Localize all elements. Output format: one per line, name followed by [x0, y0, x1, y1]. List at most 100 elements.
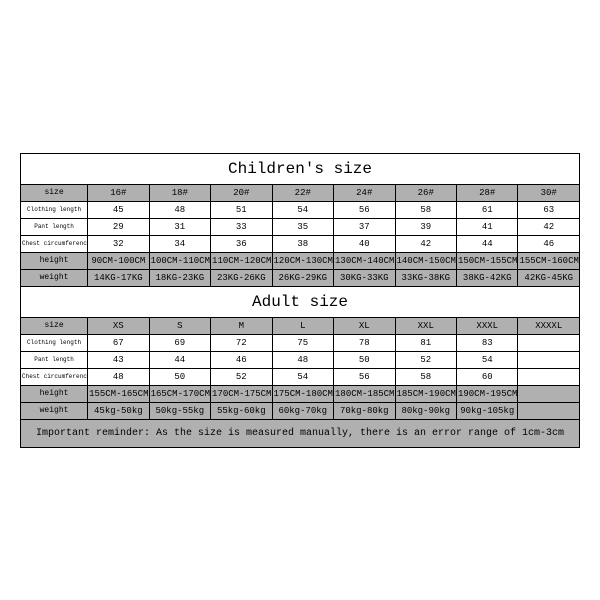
children-weight-row: weight 14KG-17KG 18KG-23KG 23KG-26KG 26K… — [21, 269, 580, 286]
cell: 38 — [272, 235, 333, 252]
cell: 40 — [334, 235, 395, 252]
cell: 165CM-170CM — [149, 385, 210, 402]
cell: 16# — [88, 184, 149, 201]
cell: 33 — [211, 218, 272, 235]
adult-title: Adult size — [20, 287, 580, 317]
cell: 100CM-110CM — [149, 252, 210, 269]
label-weight: weight — [21, 269, 88, 286]
children-height-row: height 90CM-100CM 100CM-110CM 110CM-120C… — [21, 252, 580, 269]
label-size: size — [21, 317, 88, 334]
cell: 43 — [88, 351, 149, 368]
label-chest: Chest circumference 1/2 — [21, 368, 88, 385]
adult-height-row: height 155CM-165CM 165CM-170CM 170CM-175… — [21, 385, 580, 402]
cell: 29 — [88, 218, 149, 235]
cell: 39 — [395, 218, 456, 235]
cell: L — [272, 317, 333, 334]
cell: 48 — [149, 201, 210, 218]
cell: 90CM-100CM — [88, 252, 149, 269]
cell: 60 — [456, 368, 517, 385]
cell: 52 — [211, 368, 272, 385]
cell: 170CM-175CM — [211, 385, 272, 402]
cell: 83 — [456, 334, 517, 351]
label-chest: Chest circumference 1/2 — [21, 235, 88, 252]
cell: 185CM-190CM — [395, 385, 456, 402]
cell: 34 — [149, 235, 210, 252]
cell: 80kg-90kg — [395, 402, 456, 419]
cell: 56 — [334, 201, 395, 218]
label-size: size — [21, 184, 88, 201]
cell: 60kg-70kg — [272, 402, 333, 419]
adult-chest-row: Chest circumference 1/2 48 50 52 54 56 5… — [21, 368, 580, 385]
label-pant: Pant length — [21, 218, 88, 235]
children-table: size 16# 18# 20# 22# 24# 26# 28# 30# Clo… — [20, 184, 580, 287]
adult-clothing-row: Clothing length 67 69 72 75 78 81 83 — [21, 334, 580, 351]
cell: 42 — [395, 235, 456, 252]
cell: 54 — [272, 368, 333, 385]
children-chest-row: Chest circumference 1/2 32 34 36 38 40 4… — [21, 235, 580, 252]
cell: 18KG-23KG — [149, 269, 210, 286]
cell: 63 — [518, 201, 580, 218]
cell: 50kg-55kg — [149, 402, 210, 419]
cell: 180CM-185CM — [334, 385, 395, 402]
children-clothing-row: Clothing length 45 48 51 54 56 58 61 63 — [21, 201, 580, 218]
cell: 31 — [149, 218, 210, 235]
adult-table: size XS S M L XL XXL XXXL XXXXL Clothing… — [20, 317, 580, 420]
cell: 48 — [272, 351, 333, 368]
cell: 50 — [334, 351, 395, 368]
children-title: Children's size — [20, 153, 580, 184]
label-clothing: Clothing length — [21, 334, 88, 351]
cell: 46 — [211, 351, 272, 368]
cell: XS — [88, 317, 149, 334]
size-chart-container: Children's size size 16# 18# 20# 22# 24#… — [20, 153, 580, 448]
cell: 18# — [149, 184, 210, 201]
cell: 48 — [88, 368, 149, 385]
cell: 42KG-45KG — [518, 269, 580, 286]
children-pant-row: Pant length 29 31 33 35 37 39 41 42 — [21, 218, 580, 235]
cell: 70kg-80kg — [334, 402, 395, 419]
cell: 45kg-50kg — [88, 402, 149, 419]
cell: 50 — [149, 368, 210, 385]
cell: 20# — [211, 184, 272, 201]
children-size-row: size 16# 18# 20# 22# 24# 26# 28# 30# — [21, 184, 580, 201]
cell: 54 — [272, 201, 333, 218]
cell: 69 — [149, 334, 210, 351]
cell: 130CM-140CM — [334, 252, 395, 269]
label-height: height — [21, 385, 88, 402]
cell: 32 — [88, 235, 149, 252]
cell: 30# — [518, 184, 580, 201]
cell: 155CM-165CM — [88, 385, 149, 402]
cell — [518, 368, 580, 385]
cell: 26# — [395, 184, 456, 201]
cell: 38KG-42KG — [456, 269, 517, 286]
cell: 52 — [395, 351, 456, 368]
label-clothing: Clothing length — [21, 201, 88, 218]
cell: 54 — [456, 351, 517, 368]
cell: 23KG-26KG — [211, 269, 272, 286]
cell: XXXL — [456, 317, 517, 334]
cell: 28# — [456, 184, 517, 201]
cell: 14KG-17KG — [88, 269, 149, 286]
cell: 26KG-29KG — [272, 269, 333, 286]
cell: XXL — [395, 317, 456, 334]
cell: 90kg-105kg — [456, 402, 517, 419]
cell: 150CM-155CM — [456, 252, 517, 269]
cell: 61 — [456, 201, 517, 218]
cell: 155CM-160CM — [518, 252, 580, 269]
cell: 44 — [149, 351, 210, 368]
cell: 46 — [518, 235, 580, 252]
cell: 33KG-38KG — [395, 269, 456, 286]
cell: 55kg-60kg — [211, 402, 272, 419]
cell: 24# — [334, 184, 395, 201]
cell: 81 — [395, 334, 456, 351]
cell: 58 — [395, 201, 456, 218]
reminder-text: Important reminder: As the size is measu… — [20, 420, 580, 448]
cell — [518, 351, 580, 368]
adult-weight-row: weight 45kg-50kg 50kg-55kg 55kg-60kg 60k… — [21, 402, 580, 419]
cell: 44 — [456, 235, 517, 252]
cell: 58 — [395, 368, 456, 385]
cell: 36 — [211, 235, 272, 252]
cell: 140CM-150CM — [395, 252, 456, 269]
cell: 56 — [334, 368, 395, 385]
cell: 41 — [456, 218, 517, 235]
label-weight: weight — [21, 402, 88, 419]
